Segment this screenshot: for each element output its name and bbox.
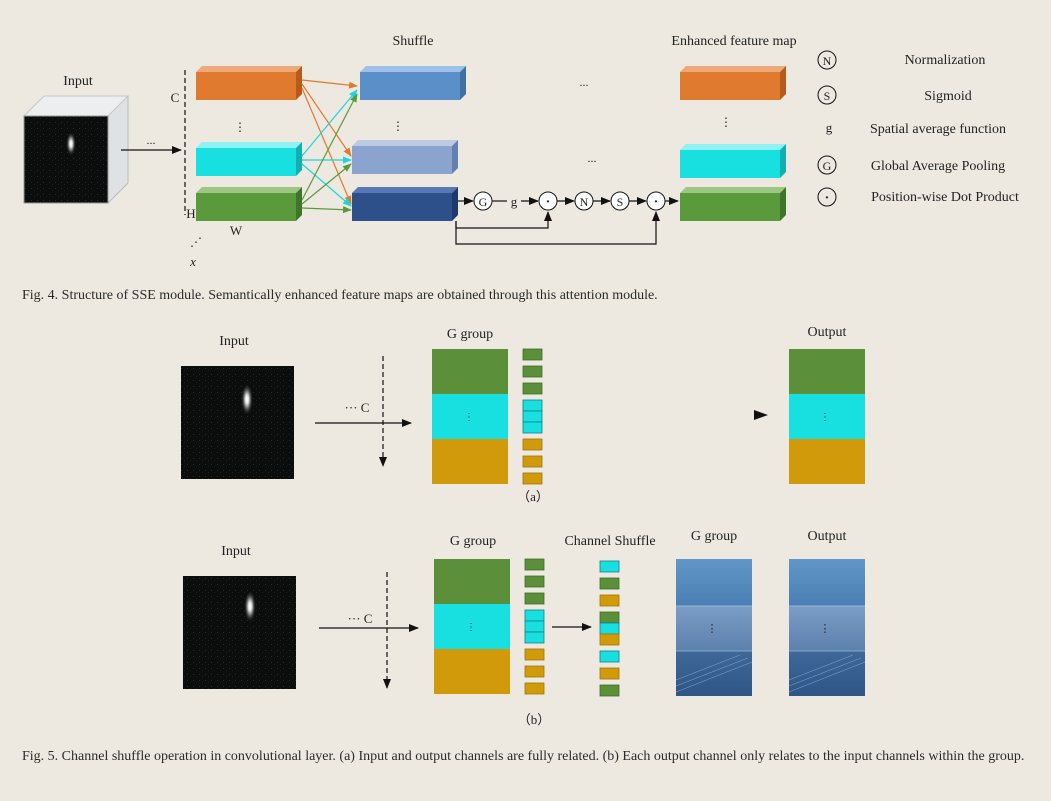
legend-symbol-circle [817, 85, 837, 105]
fig5b-group2-stack: ⋮ [675, 559, 753, 696]
legend-symbol: G [823, 159, 832, 173]
fig5b-input-image [183, 576, 296, 689]
fig5b-shuffle-label: Channel Shuffle [564, 534, 655, 549]
fig4-enhanced-label: Enhanced feature map [671, 34, 796, 49]
legend-symbol-circle [817, 155, 837, 175]
fig4-input-cube [22, 95, 130, 205]
fig4-chain-g: g [511, 194, 518, 209]
legend-symbol: · [825, 191, 830, 206]
fig4-right-vdots: ⋮ [720, 115, 732, 129]
legend-text: Position-wise Dot Product [871, 190, 1019, 205]
fig5a-input-image [181, 366, 294, 479]
fig5b-group2-label: G group [691, 529, 737, 544]
fig4-shuffle-label: Shuffle [393, 34, 434, 49]
fig5a-group-stack [432, 349, 508, 484]
fig5a-diagram: Input ··· C G group （a） Output [181, 325, 865, 504]
fig4-input-ellipsis: ... [147, 133, 156, 147]
fig5a-output-stack [789, 349, 865, 484]
fig5a-c-label: ··· C [345, 400, 370, 415]
fig4-enhanced-block-cyan [680, 144, 786, 178]
fig4-dim-h: H [186, 206, 195, 221]
fig4-mid-vdots: ⋮ [392, 119, 404, 133]
fig5b-output-stack: ⋮ [788, 559, 866, 696]
legend-text: Spatial average function [870, 122, 1006, 137]
fig4-block-orange [196, 66, 302, 100]
legend-symbol-circle [817, 187, 837, 207]
fig5b-c-label: ··· C [348, 611, 373, 626]
fig4-block-green [196, 187, 302, 221]
fig4-chain-n: N [580, 195, 589, 209]
fig5b-input-label: Input [221, 544, 251, 559]
fig5a-group-label: G group [447, 327, 493, 342]
fig5b-group-stack [434, 559, 510, 694]
fig4-enhanced-block-green [680, 187, 786, 221]
fig4-chain-s: S [617, 195, 624, 209]
fig5a-output-label: Output [808, 325, 847, 340]
fig4-shuffled-block-1 [360, 66, 466, 100]
fig4-mid-ellipsis: ... [588, 151, 597, 165]
fig5a-sub-label: （a） [517, 489, 549, 504]
fig4-top-ellipsis: ... [580, 75, 589, 89]
fig5a-input-label: Input [219, 334, 249, 349]
legend-text: Global Average Pooling [871, 159, 1005, 174]
fig5b-group-label: G group [450, 534, 496, 549]
fig4-shuffle-arrows [301, 79, 358, 214]
legend-symbol: g [826, 120, 833, 135]
fig4-diagram: Input ... C H W ⋰ x ⋮ [22, 34, 1019, 269]
legend-text: Normalization [905, 53, 986, 68]
fig5-caption: Fig. 5. Channel shuffle operation in con… [22, 749, 1025, 764]
fig5b-channel-column [524, 558, 545, 695]
fig4-dim-x: x [189, 254, 196, 269]
fig5b-diagram: Input ··· C G group （b） Channel Shuffle [183, 529, 866, 727]
fig5b-group2-vdots: ⋮ [707, 623, 718, 635]
fig4-dim-c: C [171, 90, 180, 105]
fig4-chain-dot1: · [546, 195, 551, 210]
fig5a-output-arrow [754, 410, 768, 420]
fig4-legend: N Normalization S Sigmoid g Spatial aver… [817, 50, 1019, 207]
fig4-block-cyan [196, 142, 302, 176]
fig4-caption: Fig. 4. Structure of SSE module. Semanti… [22, 288, 658, 303]
fig5b-output-vdots: ⋮ [820, 623, 831, 635]
fig4-ddots: ⋰ [190, 235, 202, 249]
fig4-shuffled-block-3 [352, 187, 458, 221]
legend-symbol: S [824, 89, 831, 103]
fig4-left-vdots: ⋮ [234, 120, 246, 134]
fig5b-output-label: Output [808, 529, 847, 544]
fig5a-output-vdots: ⋮ [820, 412, 830, 423]
fig5b-shuffled-column [599, 560, 620, 697]
fig5a-group-vdots: ⋮ [464, 412, 474, 423]
fig4-shuffled-block-2 [352, 140, 458, 174]
legend-symbol-circle [817, 50, 837, 70]
fig4-attention-chain: G g · N S · [455, 191, 679, 245]
fig4-input-label: Input [63, 74, 93, 89]
fig4-chain-g-pool: G [479, 195, 488, 209]
fig4-enhanced-block-orange [680, 66, 786, 100]
fig4-dim-w: W [230, 223, 243, 238]
fig5a-channel-column [522, 348, 543, 485]
legend-text: Sigmoid [924, 89, 971, 104]
fig5b-sub-label: （b） [518, 712, 551, 727]
legend-symbol: N [823, 54, 832, 68]
fig4-chain-dot2: · [654, 195, 659, 210]
fig5b-group-vdots: ⋮ [466, 622, 476, 633]
